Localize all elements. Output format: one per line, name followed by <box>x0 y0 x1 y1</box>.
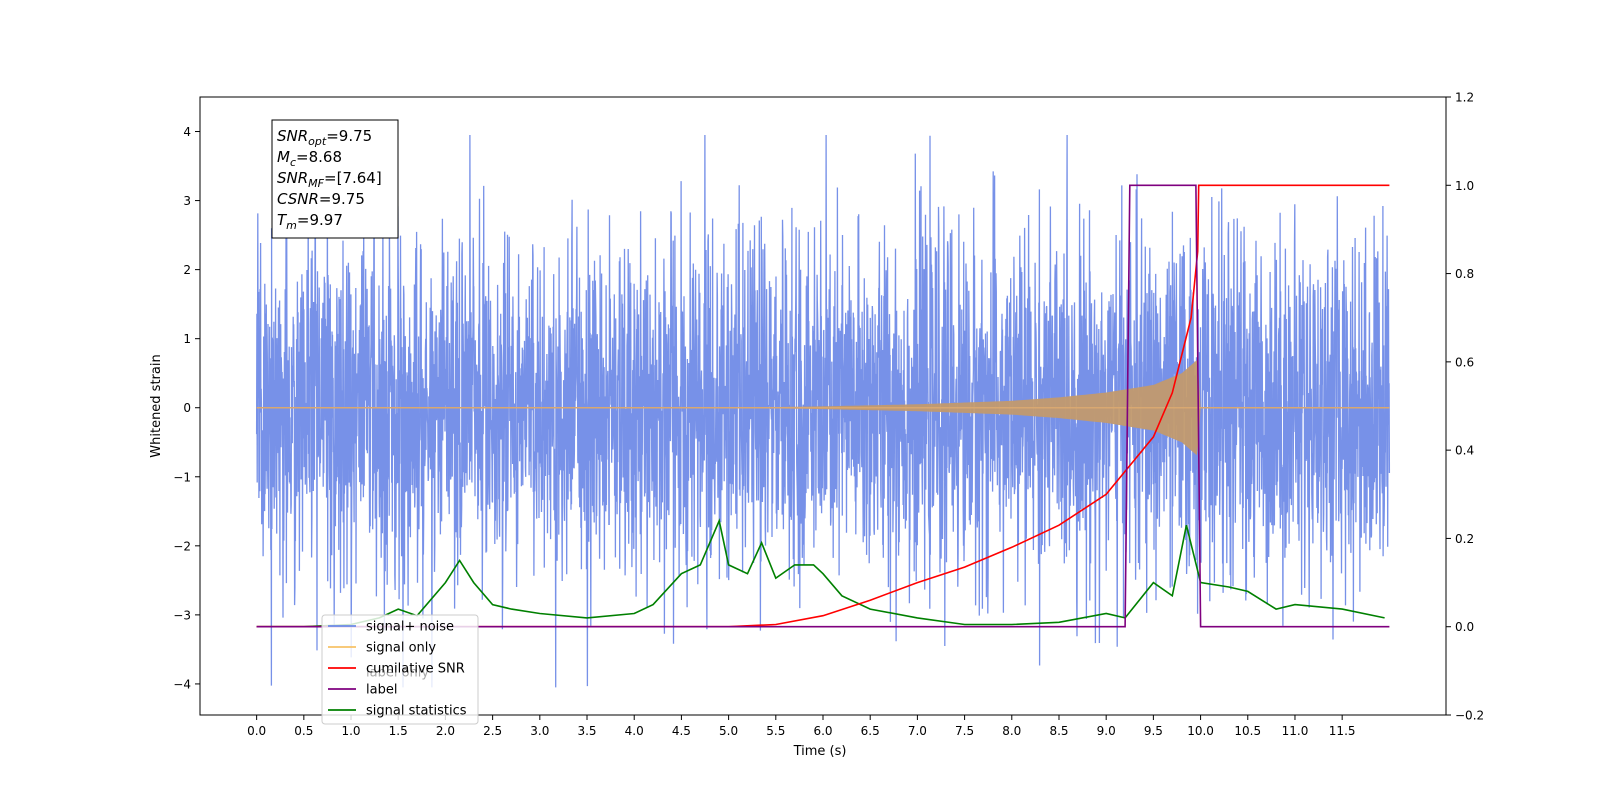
signal-only-series-layer <box>256 360 1390 456</box>
x-tick-label: 11.5 <box>1329 724 1356 738</box>
legend-signal-noise-label: signal+ noise <box>366 620 454 635</box>
y2-tick-label: 0.2 <box>1455 532 1474 546</box>
y-tick-label: −2 <box>173 539 191 553</box>
annotation-line: CSNR=9.75 <box>277 190 365 208</box>
legend-cumulative-snr-label: cumilative SNR <box>366 662 465 677</box>
y2-tick-label: 1.2 <box>1455 91 1474 105</box>
y2-tick-label: 0.6 <box>1455 355 1474 369</box>
x-tick-label: 5.0 <box>719 724 738 738</box>
cumulative-snr-line <box>256 184 1390 628</box>
x-tick-label: 1.5 <box>389 724 408 738</box>
y-tick-label: 2 <box>183 263 191 277</box>
x-tick-label: 3.0 <box>530 724 549 738</box>
x-tick-label: 3.5 <box>577 724 596 738</box>
y-tick-label: 0 <box>183 401 191 415</box>
y-tick-label: −3 <box>173 608 191 622</box>
x-axis-label: Time (s) <box>793 744 847 759</box>
annotation-line: Mc=8.68 <box>277 148 342 169</box>
y-tick-label: −4 <box>173 677 191 691</box>
annotation-line: Tm=9.97 <box>277 211 343 232</box>
signal-statistics-line <box>256 518 1385 628</box>
x-tick-label: 11.0 <box>1282 724 1309 738</box>
x-tick-label: 0.0 <box>247 724 266 738</box>
legend-label-label: label <box>366 683 397 698</box>
x-tick-label: 8.0 <box>1002 724 1021 738</box>
x-tick-label: 6.0 <box>813 724 832 738</box>
annotation-frame <box>271 119 399 239</box>
x-tick-label: 10.5 <box>1234 724 1261 738</box>
right-axis-series-layer <box>256 184 1390 628</box>
y-axis-label: Whitened strain <box>149 354 164 457</box>
x-tick-label: 2.5 <box>483 724 502 738</box>
x-tick-label: 8.5 <box>1049 724 1068 738</box>
legend-signal-only-label: signal only <box>366 641 436 656</box>
y2-tick-label: 1.0 <box>1455 179 1474 193</box>
legend-label-only-label: label only <box>366 666 429 681</box>
x-tick-label: 7.0 <box>908 724 927 738</box>
x-tick-label: 6.5 <box>861 724 880 738</box>
y2-tick-label: 0.8 <box>1455 267 1474 281</box>
annotation-line: SNRMF=[7.64] <box>277 169 382 190</box>
y-tick-label: −1 <box>173 470 191 484</box>
noise-series-layer <box>255 134 1391 688</box>
legend-frame <box>321 614 479 725</box>
y-tick-label: 1 <box>183 332 191 346</box>
x-tick-label: 4.0 <box>625 724 644 738</box>
legend-signal-statistics-label: signal statistics <box>366 704 467 719</box>
y-tick-label: 4 <box>183 125 191 139</box>
y2-tick-label: −0.2 <box>1455 709 1484 723</box>
x-tick-label: 1.0 <box>341 724 360 738</box>
y-tick-label: 3 <box>183 194 191 208</box>
label-line <box>256 184 1390 628</box>
x-tick-label: 10.0 <box>1187 724 1214 738</box>
annotation-line: SNRopt=9.75 <box>277 127 372 148</box>
x-tick-label: 2.0 <box>436 724 455 738</box>
axes: 0.0 0.5 1.0 1.5 2.0 2.5 3.0 3.5 4.0 4.5 5.0 5.5 6.0 6… <box>149 91 1484 760</box>
x-tick-label: 9.5 <box>1144 724 1163 738</box>
noise-series-line <box>255 134 1391 688</box>
x-tick-label: 9.0 <box>1097 724 1116 738</box>
x-tick-label: 4.5 <box>672 724 691 738</box>
x-tick-label: 0.5 <box>294 724 313 738</box>
x-tick-label: 7.5 <box>955 724 974 738</box>
y2-tick-label: 0.0 <box>1455 620 1474 634</box>
y2-tick-label: 0.4 <box>1455 444 1474 458</box>
x-tick-label: 5.5 <box>766 724 785 738</box>
